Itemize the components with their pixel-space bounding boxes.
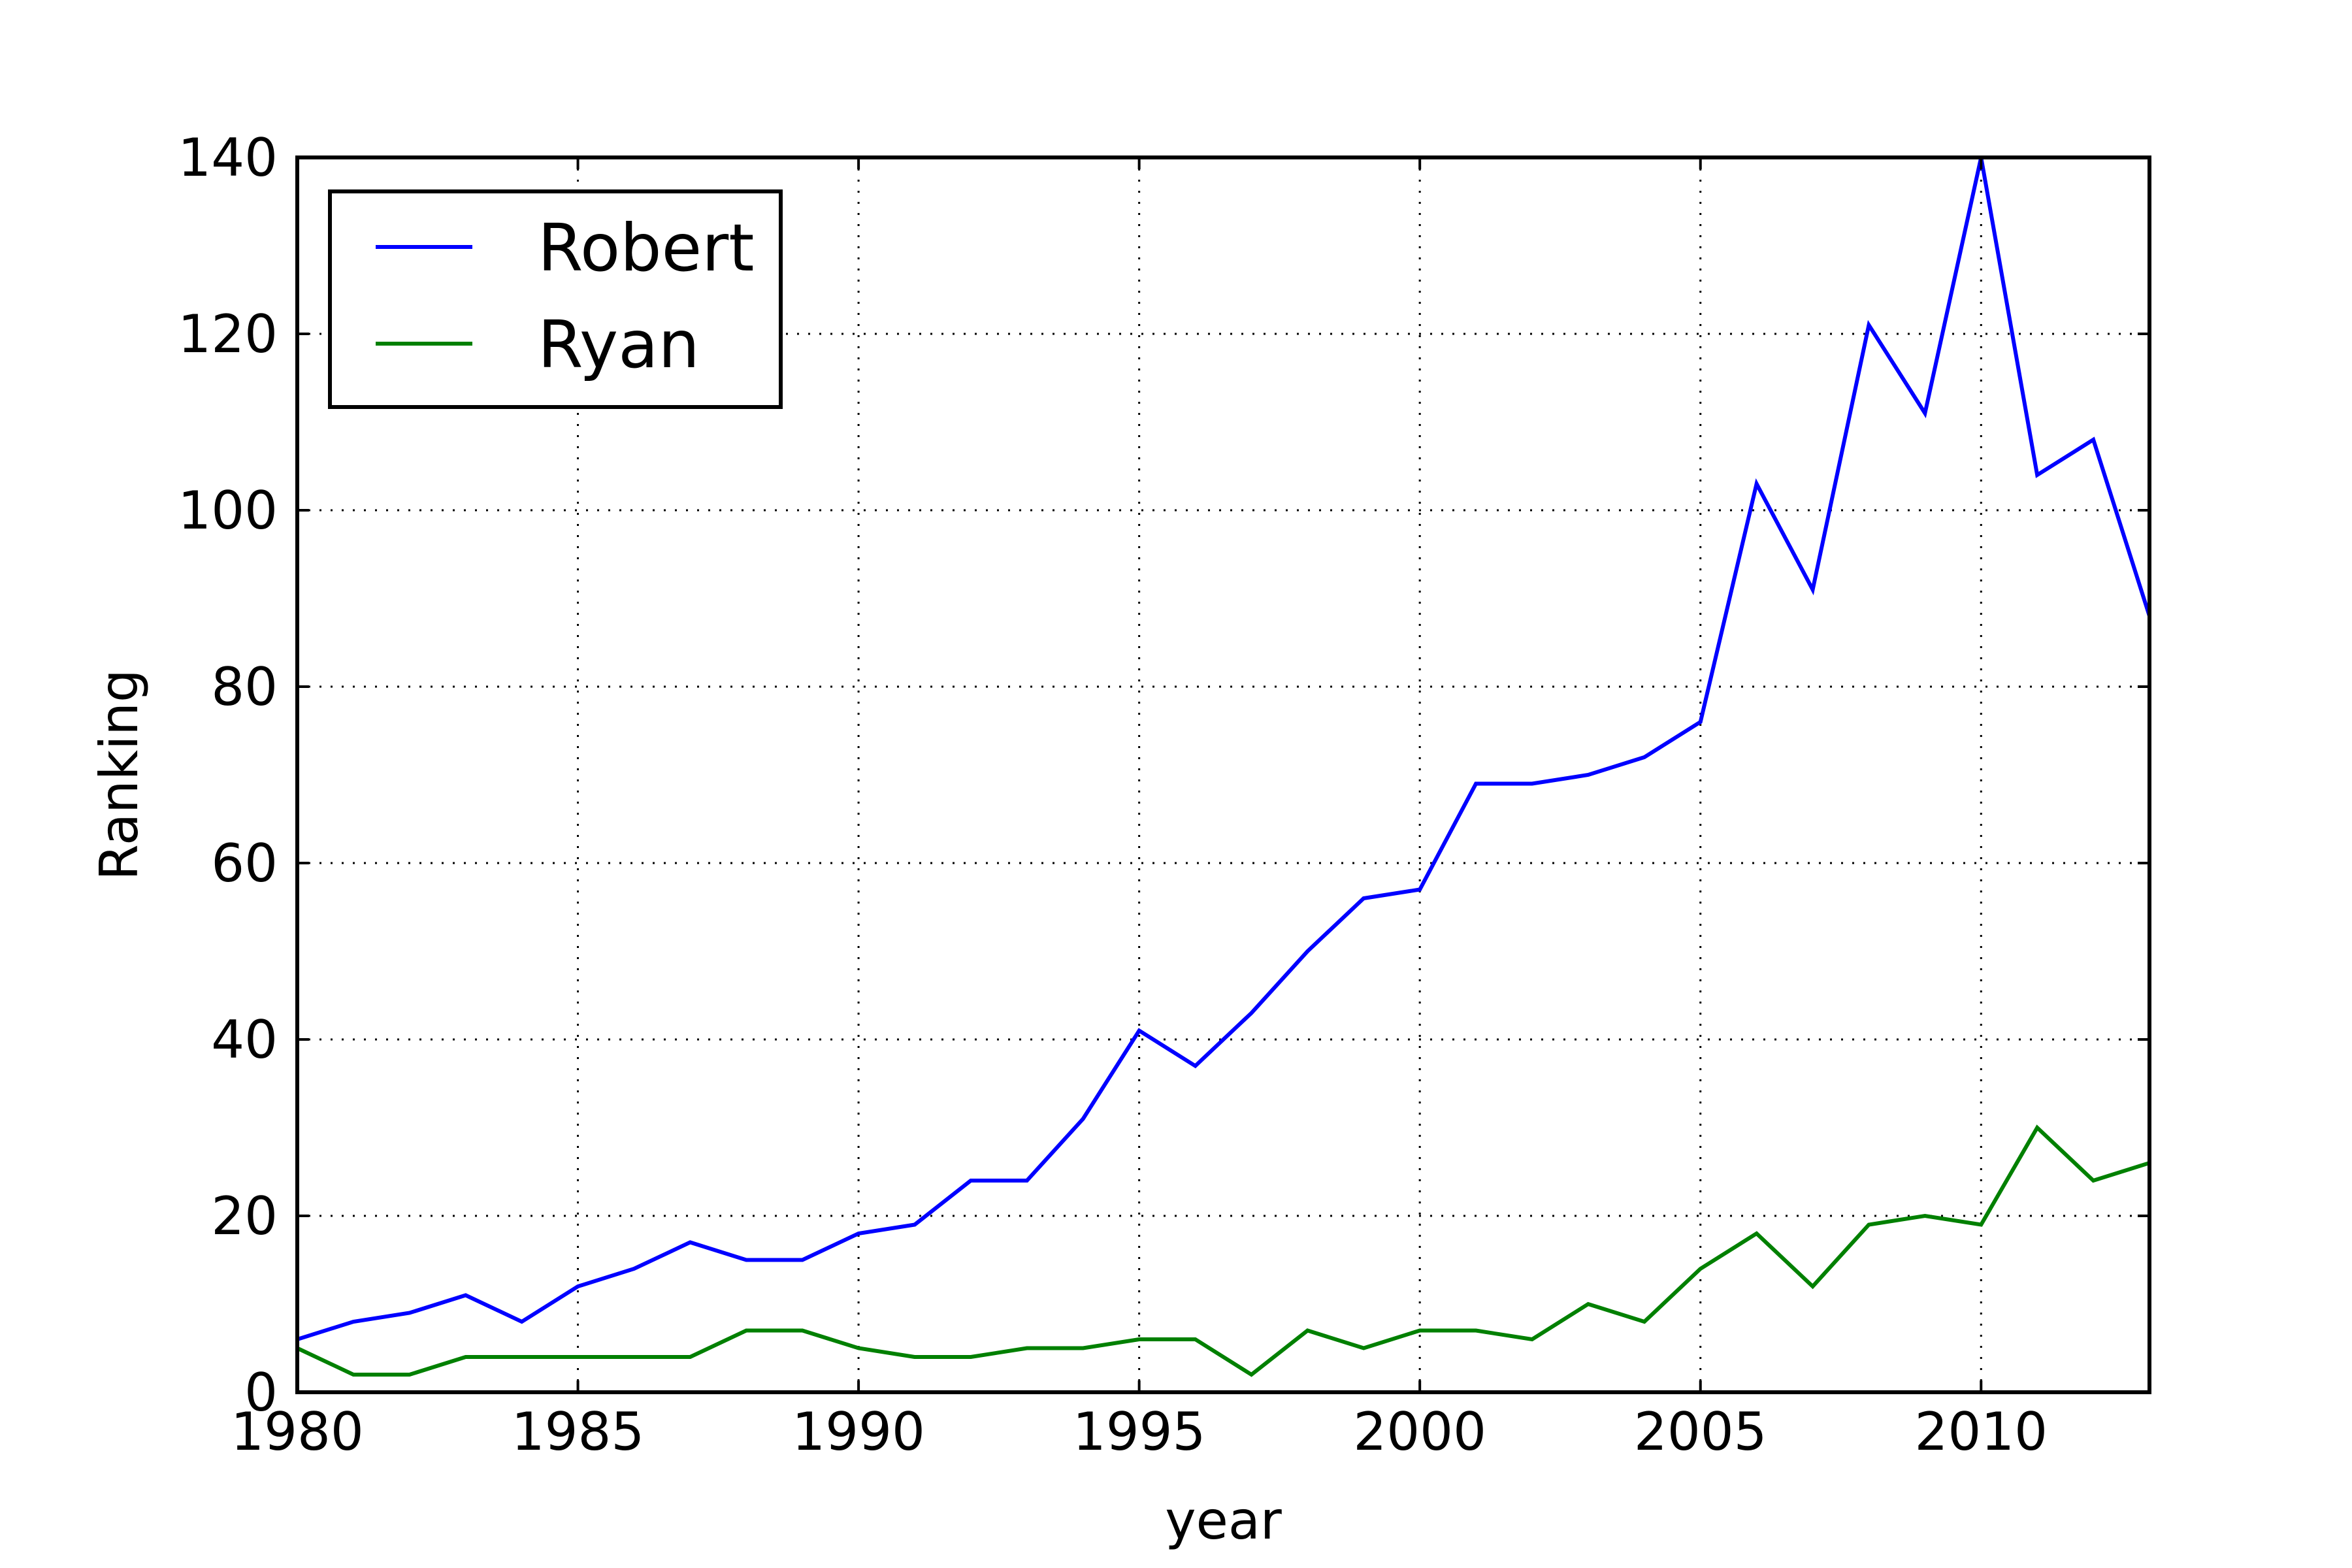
plot-frame [295,155,2151,1394]
series-line-ryan [297,1124,2149,1377]
x-tick-label-2000: 2000 [1353,1401,1486,1462]
x-tick-label-2005: 2005 [1634,1401,1767,1462]
x-tick-label-2010: 2010 [1914,1401,2048,1462]
x-tick-label-1985: 1985 [512,1401,645,1462]
y-tick-label-0: 0 [244,1362,278,1423]
legend: Robert Ryan [328,189,783,409]
x-tick-labels: 1980 1985 1990 1995 2000 2005 2010 [231,1401,2048,1462]
y-tick-label-40: 40 [211,1009,278,1070]
x-tick-label-1980: 1980 [231,1401,364,1462]
y-tick-label-140: 140 [178,127,278,188]
series-layer [297,157,2149,1377]
y-axis-title: Ranking [89,669,150,881]
x-tick-label-1995: 1995 [1073,1401,1206,1462]
x-tick-label-1990: 1990 [792,1401,925,1462]
y-tick-labels: 0 20 40 60 80 100 120 140 [178,127,278,1423]
y-tick-label-80: 80 [211,657,278,717]
x-axis-title: year [1165,1490,1282,1551]
legend-label-robert: Robert [538,210,755,286]
ticks [296,156,2149,1394]
legend-box [328,189,783,409]
y-tick-label-60: 60 [211,833,278,894]
y-tick-label-120: 120 [178,304,278,365]
series-line-robert [297,157,2149,1341]
y-tick-label-100: 100 [178,480,278,541]
legend-label-ryan: Ryan [538,306,700,383]
y-tick-label-20: 20 [211,1186,278,1247]
